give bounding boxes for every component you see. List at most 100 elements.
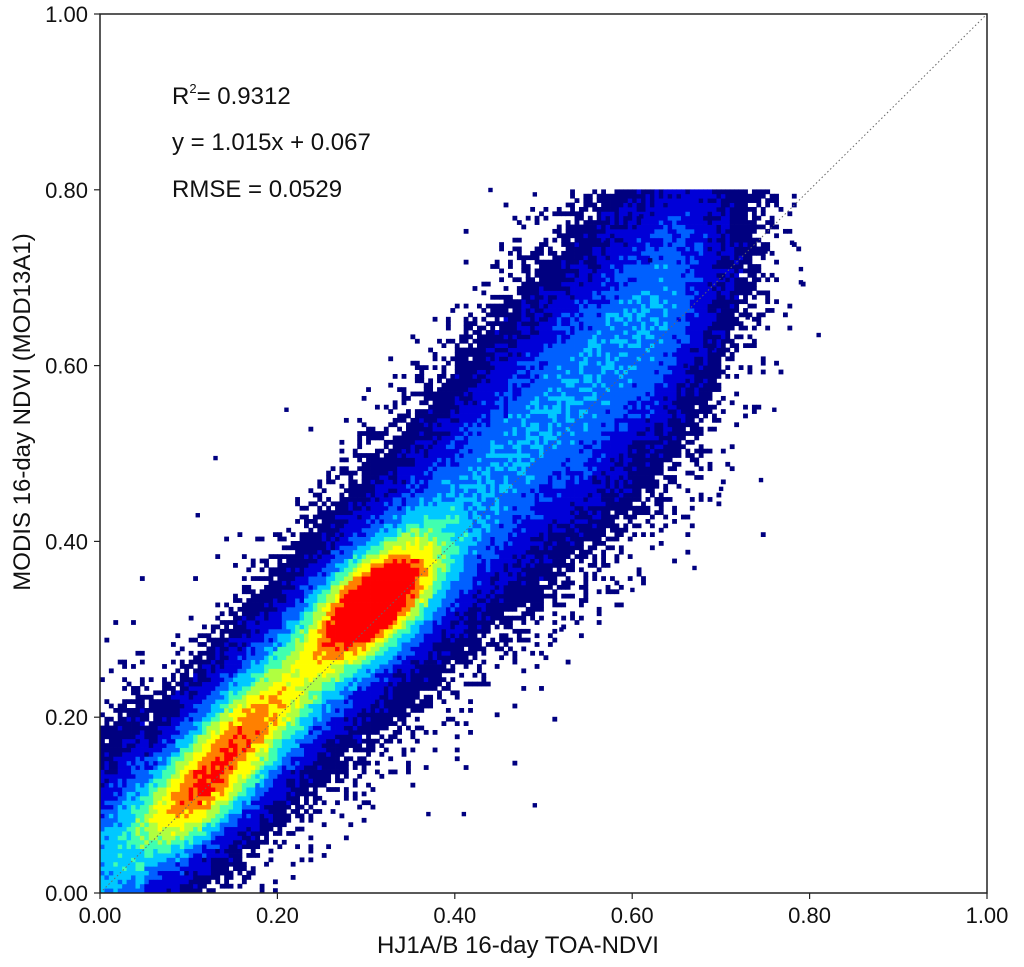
density-cell [250, 668, 256, 674]
density-cell [401, 686, 407, 691]
density-cell [188, 795, 194, 801]
density-cell [348, 694, 354, 700]
density-cell [343, 615, 349, 621]
density-cell [441, 475, 447, 480]
density-cell [268, 751, 274, 757]
density-cell [264, 681, 269, 687]
density-cell [224, 628, 230, 634]
density-cell [295, 765, 300, 770]
density-cell [175, 760, 181, 766]
density-cell [388, 505, 394, 511]
density-cell [339, 729, 345, 735]
density-cell [206, 800, 212, 806]
density-cell [241, 628, 247, 634]
density-cell [326, 734, 332, 740]
density-cell [241, 765, 247, 770]
density-cell [419, 703, 425, 709]
density-cell [432, 505, 438, 511]
density-cell [308, 501, 314, 507]
density-cell [224, 751, 230, 757]
density-cell [339, 637, 345, 643]
density-cell [144, 857, 150, 863]
density-cell [374, 549, 380, 555]
density-cell [246, 646, 252, 652]
density-cell [281, 606, 287, 612]
density-cell [321, 637, 327, 643]
density-cell [241, 677, 247, 683]
density-cell [326, 686, 332, 691]
density-cell [157, 861, 163, 867]
density-cell [122, 853, 128, 858]
density-cell [321, 541, 327, 546]
density-cell [335, 554, 340, 559]
density-cell [153, 831, 159, 836]
density-cell [383, 659, 389, 665]
density-cell [246, 615, 252, 621]
density-cell [374, 593, 380, 599]
density-cell [224, 800, 230, 806]
density-cell [290, 782, 296, 788]
density-cell [326, 769, 332, 775]
density-cell [131, 664, 136, 669]
density-cell [414, 716, 420, 722]
density-cell [406, 659, 411, 665]
density-cell [428, 620, 434, 625]
density-cell [423, 703, 429, 709]
density-cell [308, 765, 314, 770]
density-cell [374, 655, 380, 661]
density-cell [379, 470, 385, 476]
density-cell [100, 787, 105, 792]
density-cell [423, 470, 429, 476]
density-cell [441, 659, 447, 665]
density-cell [437, 400, 442, 406]
density-cell [264, 668, 269, 674]
density-cell [321, 712, 327, 718]
density-cell [414, 527, 420, 533]
density-cell [148, 813, 154, 819]
density-cell [357, 584, 363, 590]
density-cell [286, 725, 292, 731]
density-cell [326, 549, 332, 555]
density-cell [392, 435, 398, 441]
density-cell [117, 835, 123, 841]
density-cell [264, 861, 269, 867]
density-cell [100, 857, 105, 863]
density-cell [162, 804, 167, 810]
density-cell [135, 861, 141, 867]
density-cell [215, 795, 221, 801]
density-cell [410, 435, 416, 441]
density-cell [414, 360, 420, 366]
density-cell [197, 712, 203, 718]
density-cell [428, 479, 434, 485]
density-cell [259, 738, 265, 744]
density-cell [144, 769, 150, 775]
density-cell [348, 554, 354, 559]
density-cell [308, 817, 314, 823]
density-cell [374, 536, 380, 542]
density-cell [206, 712, 212, 718]
density-cell [374, 562, 380, 568]
density-cell [255, 804, 261, 810]
density-cell [117, 861, 123, 867]
density-cell [401, 505, 407, 511]
density-cell [419, 602, 425, 608]
density-cell [366, 488, 371, 494]
density-cell [224, 747, 230, 753]
density-cell [113, 747, 119, 753]
density-cell [175, 883, 181, 889]
density-cell [441, 598, 447, 603]
density-cell [370, 677, 376, 683]
density-cell [100, 870, 105, 876]
density-cell [131, 817, 136, 823]
density-cell [224, 743, 230, 748]
density-cell [148, 699, 154, 705]
density-cell [366, 461, 371, 467]
density-cell [259, 642, 265, 647]
density-cell [202, 870, 207, 876]
density-cell [202, 848, 207, 854]
density-cell [308, 721, 314, 726]
density-cell [144, 747, 150, 753]
density-cell [100, 769, 105, 775]
density-cell [335, 664, 340, 669]
density-cell [352, 562, 358, 568]
